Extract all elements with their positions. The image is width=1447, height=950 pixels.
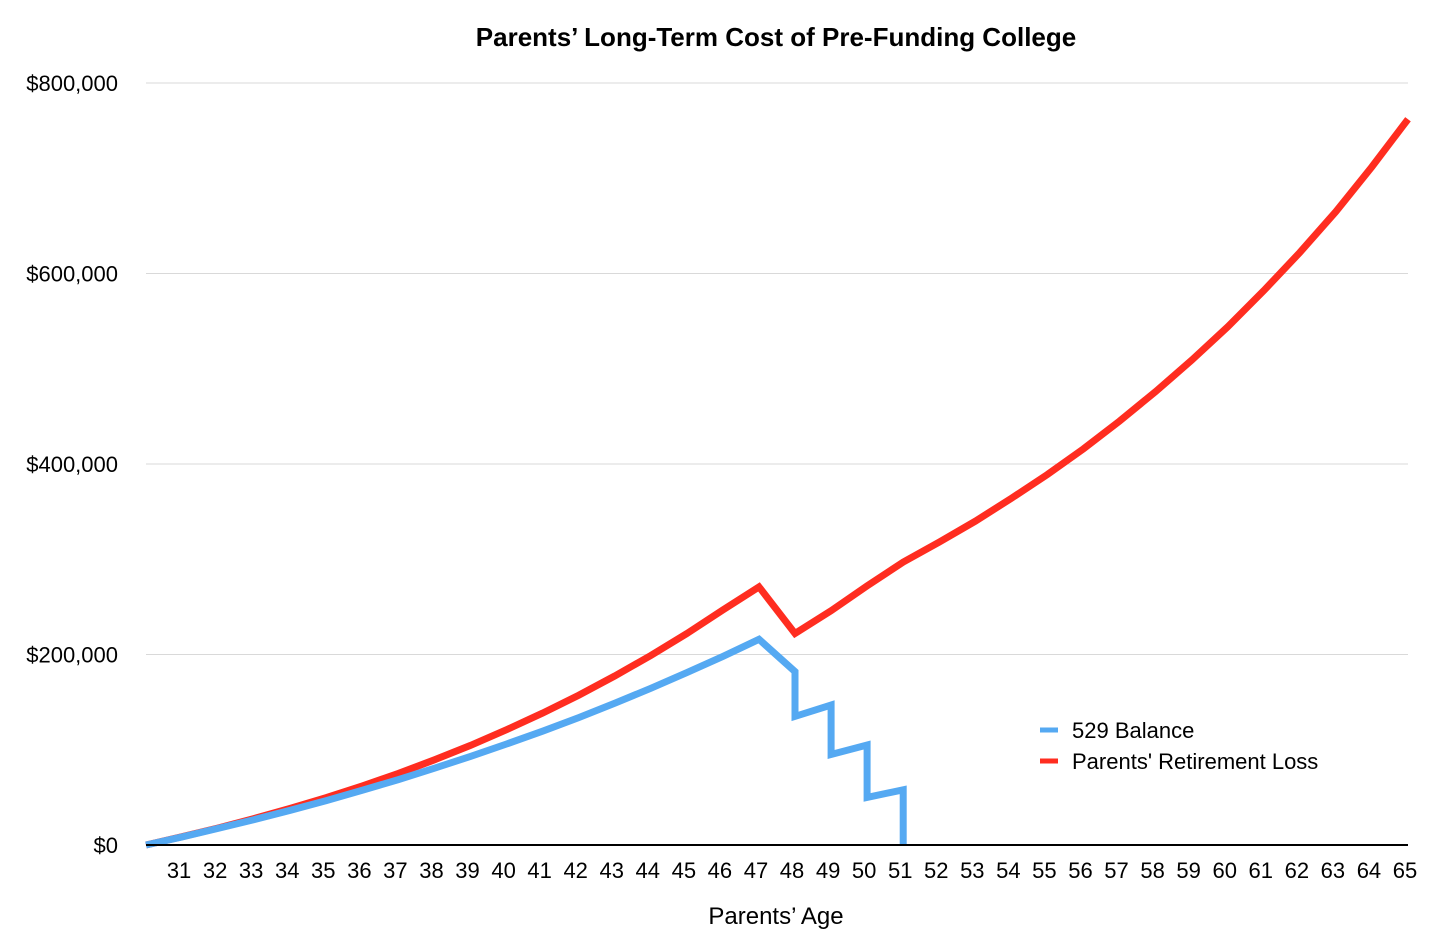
gridlines	[146, 82, 1408, 655]
x-tick-label: 64	[1357, 858, 1381, 883]
x-tick-label: 57	[1104, 858, 1128, 883]
x-tick-label: 38	[419, 858, 443, 883]
x-tick-label: 48	[780, 858, 804, 883]
x-tick-label: 60	[1212, 858, 1236, 883]
x-tick-label: 36	[347, 858, 371, 883]
x-tick-label: 35	[311, 858, 335, 883]
x-tick-label: 50	[852, 858, 876, 883]
x-tick-label: 46	[708, 858, 732, 883]
x-tick-label: 62	[1285, 858, 1309, 883]
x-tick-label: 47	[744, 858, 768, 883]
x-tick-label: 40	[491, 858, 515, 883]
legend-label-retirement-loss: Parents' Retirement Loss	[1072, 749, 1318, 774]
x-tick-label: 59	[1176, 858, 1200, 883]
x-tick-label: 39	[455, 858, 479, 883]
x-tick-label: 55	[1032, 858, 1056, 883]
x-tick-label: 51	[888, 858, 912, 883]
x-tick-label: 32	[203, 858, 227, 883]
x-tick-label: 65	[1393, 858, 1417, 883]
x-tick-label: 63	[1321, 858, 1345, 883]
x-tick-label: 44	[636, 858, 660, 883]
chart-title: Parents’ Long-Term Cost of Pre-Funding C…	[476, 22, 1076, 52]
y-tick-label: $600,000	[26, 262, 118, 287]
y-tick-label: $200,000	[26, 643, 118, 668]
x-tick-label: 58	[1140, 858, 1164, 883]
series-lines	[145, 117, 1411, 849]
x-tick-label: 53	[960, 858, 984, 883]
x-axis-ticks: 31 32 33 34 35 36 37 38 39 40 41 42 43 44 45 46 47 48 49 50…	[167, 858, 1417, 883]
x-tick-label: 34	[275, 858, 299, 883]
series-line-retirement-loss	[145, 117, 1411, 849]
x-tick-label: 54	[996, 858, 1020, 883]
x-tick-label: 37	[383, 858, 407, 883]
x-tick-label: 33	[239, 858, 263, 883]
x-tick-label: 49	[816, 858, 840, 883]
x-tick-label: 42	[563, 858, 587, 883]
series-line-529-balance	[145, 635, 907, 849]
y-tick-label: $0	[94, 833, 118, 858]
x-tick-label: 41	[527, 858, 551, 883]
x-tick-label: 43	[600, 858, 624, 883]
x-tick-label: 31	[167, 858, 191, 883]
x-axis-label: Parents’ Age	[708, 903, 843, 930]
y-tick-label: $800,000	[26, 71, 118, 96]
legend-label-529-balance: 529 Balance	[1072, 718, 1194, 743]
x-tick-label: 45	[672, 858, 696, 883]
x-tick-label: 56	[1068, 858, 1092, 883]
x-tick-label: 61	[1249, 858, 1273, 883]
y-axis-ticks: $0 $200,000 $400,000 $600,000 $800,000	[26, 71, 118, 858]
y-tick-label: $400,000	[26, 452, 118, 477]
x-tick-label: 52	[924, 858, 948, 883]
legend: 529 Balance Parents' Retirement Loss	[1040, 718, 1318, 774]
